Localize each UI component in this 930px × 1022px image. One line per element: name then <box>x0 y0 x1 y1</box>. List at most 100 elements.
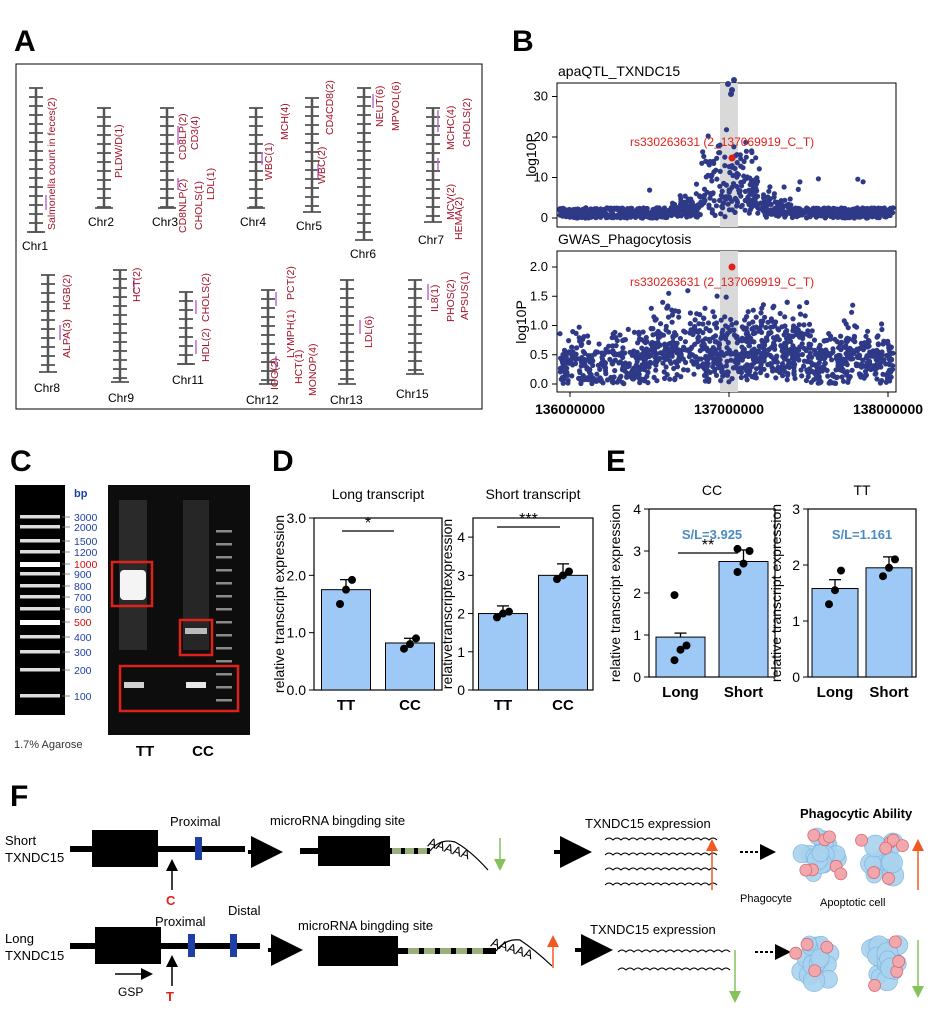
apaqtl-title: apaQTL_TXNDC15 <box>558 63 680 79</box>
apaqtl-ylabel: log10P <box>523 133 539 177</box>
apaqtl-ytick: 30 <box>534 89 548 104</box>
trait-label: LDL(6) <box>363 316 375 348</box>
trait-label: CD8NLP(2) <box>177 179 189 233</box>
data-point <box>336 600 344 608</box>
phagocytosis-low-illustration <box>789 935 909 992</box>
ytick-label: 1 <box>457 644 465 660</box>
chromosome-chr12: Chr12 LYMPH(1) PCT(2) HCT(1) MONOP(4) IGG(2) <box>246 266 319 407</box>
ytick-label: 2 <box>457 606 465 622</box>
ladder-gel <box>15 485 65 715</box>
apoptotic-label: Apoptotic cell <box>820 897 885 909</box>
ytick-label: 3 <box>633 543 641 559</box>
plot-frame <box>807 508 917 678</box>
ytick-label: 2.0 <box>287 567 307 583</box>
gwas-ytick: 1.0 <box>530 318 548 333</box>
data-point <box>670 591 679 600</box>
short-polya: AAAAA <box>426 835 472 863</box>
ladder-band <box>20 668 60 672</box>
trait-label: MCH(4) <box>279 103 291 140</box>
long-mirna-sites <box>408 948 483 954</box>
trait-label: NEUT(6) <box>374 86 386 127</box>
chart-title: Long transcript <box>332 486 425 502</box>
data-point <box>553 575 561 584</box>
short-transcripts <box>604 837 718 886</box>
bar-chart-4: TT 3 2 1 0 relative transcript expression Long… <box>768 482 917 701</box>
chromosome-chr8: Chr8 HGB(2) ALPA(3) <box>34 274 73 395</box>
long-exon <box>95 927 161 964</box>
short-expression-label: TXNDC15 expression <box>585 816 711 831</box>
category-label: TT <box>494 697 512 714</box>
allele-c: C <box>166 893 176 908</box>
significance-marker: * <box>365 515 371 532</box>
ladder-band <box>20 650 60 654</box>
category-label: TT <box>337 697 355 714</box>
ladder-label: 900 <box>74 569 92 581</box>
category-label: CC <box>552 697 574 714</box>
short-proximal-site <box>195 837 202 860</box>
gwas-ytick: 2.0 <box>530 259 548 274</box>
gwas-xtick: 136000000 <box>535 401 605 417</box>
trait-label: CD8LP(2) <box>177 113 189 160</box>
long-expression-label: TXNDC15 expression <box>590 922 716 937</box>
short-label-2: TXNDC15 <box>5 850 64 865</box>
trait-label: CD3(4) <box>189 116 201 150</box>
data-point <box>400 644 408 653</box>
category-label: Short <box>724 684 763 701</box>
chromosome-label: Chr4 <box>240 215 266 229</box>
trait-label: APSUS(1) <box>459 272 471 320</box>
lane-cc: CC <box>192 743 214 760</box>
ytick-label: 4 <box>457 529 465 545</box>
panel-label-c: C <box>10 445 32 478</box>
chart-title: Short transcript <box>486 486 581 502</box>
trait-label: MONOP(4) <box>307 344 319 397</box>
long-distal-site <box>230 934 237 957</box>
long-transcripts <box>617 949 731 971</box>
category-label: Short <box>869 684 908 701</box>
data-point <box>559 571 567 580</box>
data-point <box>733 544 742 553</box>
apaqtl-snp-label: rs330263631 (2_137069919_C_T) <box>630 135 814 149</box>
short-mrna-exon <box>318 836 390 866</box>
data-point <box>739 559 748 568</box>
chromosome-chr1: Chr1 Salmonella count in feces(2) <box>22 87 58 253</box>
ladder-label: 3000 <box>74 512 98 524</box>
data-point <box>825 600 833 609</box>
highlight-box-tt-long <box>110 560 154 608</box>
short-exon <box>92 830 158 867</box>
trait-label: MCHC(4) <box>445 106 457 150</box>
panel-label-b: B <box>512 25 534 58</box>
significance-marker: *** <box>519 511 538 528</box>
chromosome-map-frame <box>15 63 483 410</box>
phagocytosis-high-illustration <box>792 827 909 887</box>
ladder-band <box>20 595 60 599</box>
ladder-band <box>20 550 60 554</box>
tt-short-band <box>124 682 144 688</box>
ytick-label: 1 <box>633 627 641 643</box>
phago-title: Phagocytic Ability <box>800 806 913 821</box>
ytick-label: 0 <box>633 669 641 685</box>
chromosome-label: Chr9 <box>108 391 134 405</box>
ladder-label: 700 <box>74 592 92 604</box>
gwas-xtick: 138000000 <box>853 401 923 417</box>
category-label: CC <box>399 697 421 714</box>
category-label: Long <box>662 684 699 701</box>
long-distal-label: Distal <box>228 903 261 918</box>
chromosome-chr13: Chr13 LDL(6) <box>330 279 375 407</box>
trait-label: MCV(2) <box>445 184 457 220</box>
chromosome-label: Chr7 <box>418 233 444 247</box>
bar <box>478 613 528 691</box>
ladder-label: 2000 <box>74 522 98 534</box>
trait-label: PLDW/D(1) <box>113 124 125 178</box>
long-label-1: Long <box>5 931 34 946</box>
trait-label: IL8(1) <box>429 285 441 312</box>
chromosome-label: Chr1 <box>22 239 48 253</box>
data-point <box>493 613 501 622</box>
cc-short-band <box>186 682 206 688</box>
ratio-label: S/L=1.161 <box>832 527 892 542</box>
panel-label-d: D <box>272 445 294 478</box>
long-label-2: TXNDC15 <box>5 948 64 963</box>
long-polya: AAAAA <box>489 935 535 963</box>
gwas-ytick: 0.5 <box>530 347 548 362</box>
